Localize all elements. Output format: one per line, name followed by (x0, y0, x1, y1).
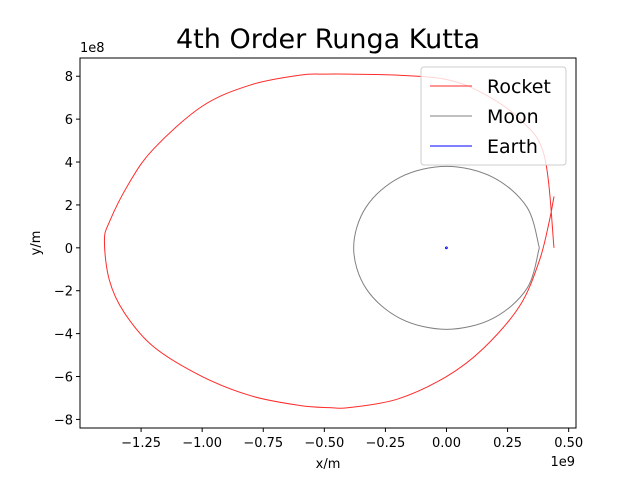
legend-box (420, 66, 567, 166)
x-tick-label: −1.25 (121, 436, 161, 451)
x-tick-label: −0.50 (304, 436, 344, 451)
y-tick-label: 4 (65, 156, 73, 171)
legend-label-moon: Moon (487, 106, 539, 128)
x-tick-label: −0.75 (243, 436, 283, 451)
x-tick-label: −1.00 (182, 436, 222, 451)
y-tick-label: −2 (54, 285, 73, 300)
y-tick-label: −4 (54, 328, 73, 343)
y-tick-label: 6 (65, 113, 73, 128)
x-tick-label: 0.00 (432, 436, 461, 451)
x-axis: −1.25 −1.00 −0.75 −0.50 −0.25 0.00 0.25 0.50 (121, 428, 583, 451)
x-tick-label: 0.50 (554, 436, 583, 451)
y-tick-label: 8 (65, 70, 73, 85)
x-tick-label: −0.25 (365, 436, 405, 451)
x-axis-label: x/m (316, 457, 341, 472)
plot-area (79, 57, 577, 429)
y-axis: −8 −6 −4 −2 0 2 4 6 8 (54, 70, 80, 428)
legend: Rocket Moon Earth (420, 66, 567, 166)
axes-frame (79, 57, 577, 429)
x-axis-offset-text: 1e9 (550, 455, 575, 470)
y-tick-label: −6 (54, 371, 73, 386)
legend-label-earth: Earth (487, 136, 538, 158)
series-line-moon (353, 165, 540, 330)
chart-title: 4th Order Runga Kutta (176, 24, 480, 55)
y-tick-label: −8 (54, 413, 73, 428)
y-tick-label: 2 (65, 199, 73, 214)
x-tick-label: 0.25 (493, 436, 522, 451)
series-line-rocket (103, 73, 555, 409)
y-axis-offset-text: 1e8 (80, 41, 105, 56)
y-tick-label: 0 (65, 242, 73, 257)
y-axis-label: y/m (29, 231, 44, 256)
series-line-earth (444, 246, 448, 250)
series-layer (103, 73, 555, 409)
legend-label-rocket: Rocket (487, 76, 551, 98)
